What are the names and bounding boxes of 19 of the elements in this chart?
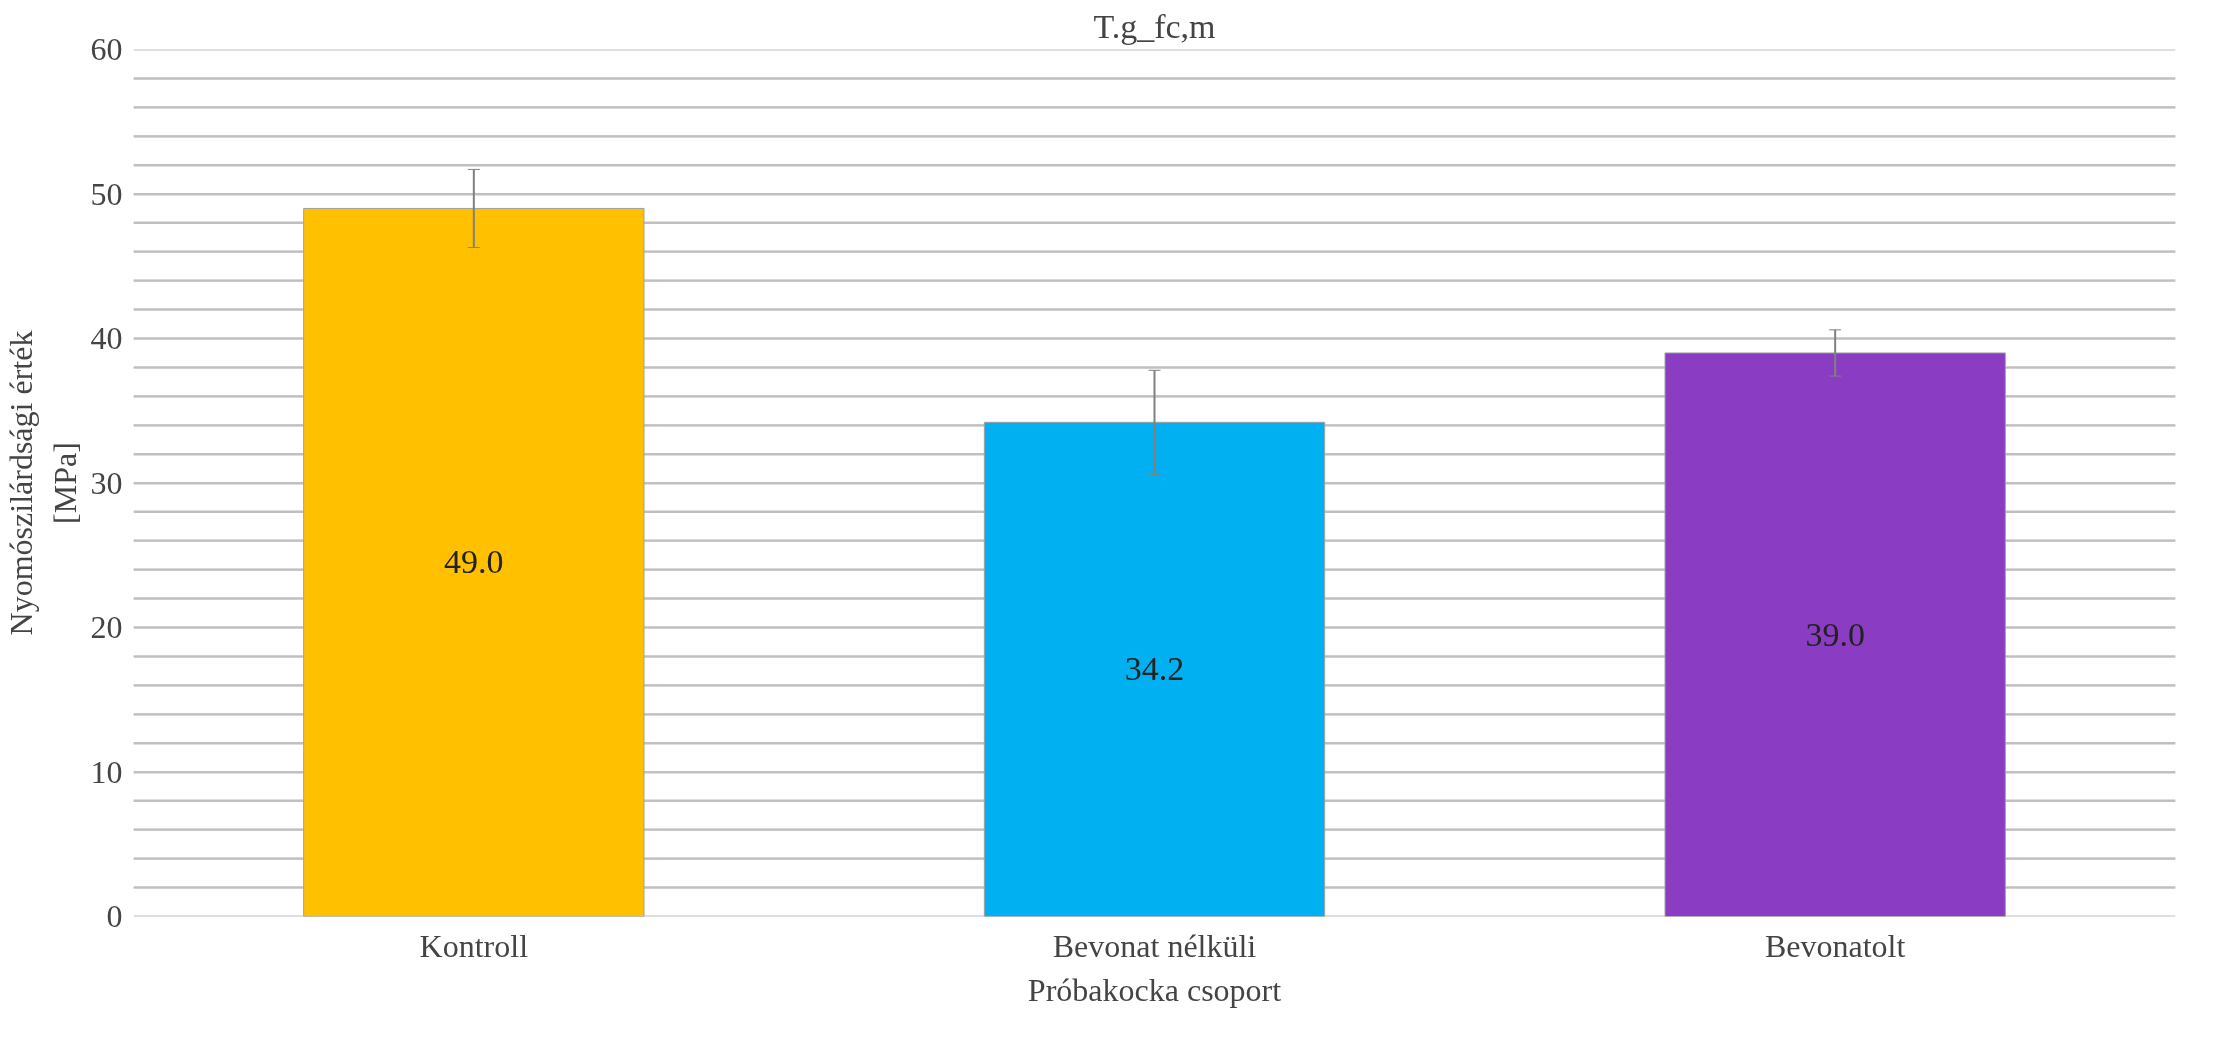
data-label: 49.0 xyxy=(444,543,504,581)
x-axis-title: Próbakocka csoport xyxy=(1027,971,1282,1008)
y-tick-label: 40 xyxy=(90,320,123,356)
y-tick-label: 0 xyxy=(106,898,123,934)
x-tick-label: Bevonatolt xyxy=(1764,927,1906,964)
y-tick-label: 50 xyxy=(90,175,123,212)
data-label: 34.2 xyxy=(1124,650,1185,688)
y-tick-label: 60 xyxy=(90,31,123,67)
bar xyxy=(983,421,1326,917)
chart-title: T.g_fc,m xyxy=(1093,7,1216,45)
bar xyxy=(303,207,645,917)
y-axis-title: Nyomószilárdsági érték [MPa] xyxy=(3,330,83,636)
bar xyxy=(1664,352,2006,917)
data-label: 39.0 xyxy=(1805,615,1865,653)
x-tick-label: Kontroll xyxy=(419,927,529,964)
y-tick-label: 20 xyxy=(90,609,123,645)
x-tick-label: Bevonat nélküli xyxy=(1052,927,1257,964)
y-tick-label: 30 xyxy=(90,464,123,501)
y-tick-label: 10 xyxy=(90,753,123,790)
